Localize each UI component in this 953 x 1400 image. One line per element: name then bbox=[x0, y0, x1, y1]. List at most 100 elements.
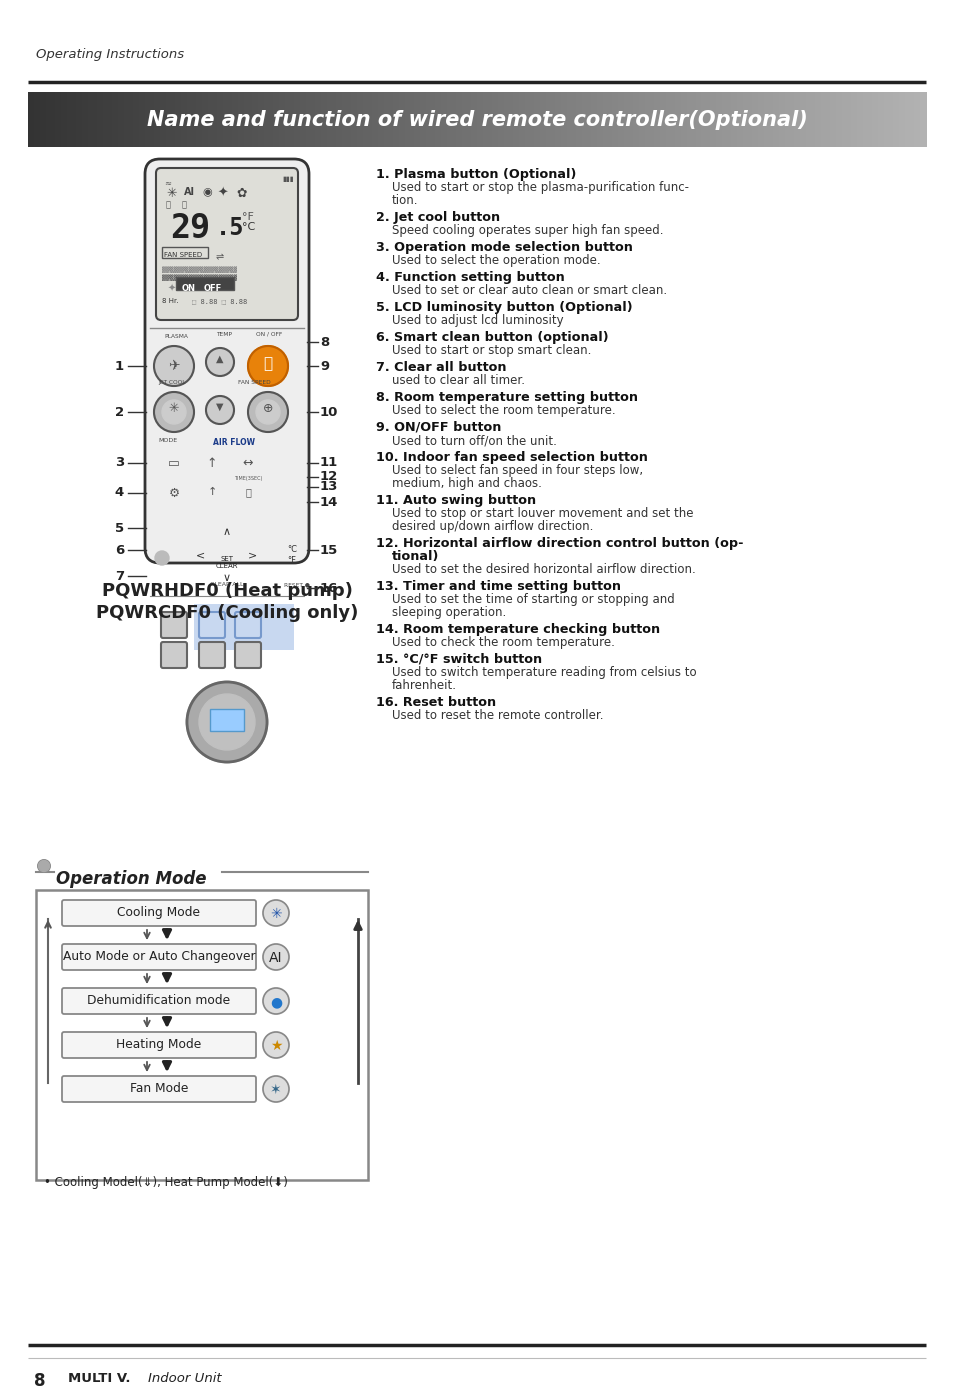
Text: 3. Operation mode selection button: 3. Operation mode selection button bbox=[375, 241, 632, 253]
Text: ON / OFF: ON / OFF bbox=[255, 332, 282, 337]
Text: 6: 6 bbox=[114, 543, 124, 556]
Bar bbox=[485, 92, 490, 147]
Bar bbox=[482, 92, 486, 147]
Text: 11. Auto swing button: 11. Auto swing button bbox=[375, 494, 536, 507]
Text: ✦: ✦ bbox=[218, 188, 229, 200]
Bar bbox=[282, 92, 286, 147]
Bar bbox=[682, 92, 687, 147]
Bar bbox=[148, 92, 152, 147]
Text: PLASMA: PLASMA bbox=[164, 335, 188, 339]
Text: Used to start or stop smart clean.: Used to start or stop smart clean. bbox=[392, 344, 591, 357]
Bar bbox=[821, 92, 824, 147]
Text: 15: 15 bbox=[319, 543, 338, 556]
Bar bbox=[724, 92, 729, 147]
Bar bbox=[36, 890, 368, 1180]
Text: 4: 4 bbox=[114, 487, 124, 500]
Text: 2. Jet cool button: 2. Jet cool button bbox=[375, 211, 499, 224]
Bar bbox=[49, 92, 52, 147]
Bar bbox=[276, 92, 280, 147]
Bar bbox=[558, 92, 561, 147]
Text: ✳: ✳ bbox=[169, 402, 179, 414]
Text: ✳: ✳ bbox=[270, 907, 281, 921]
Bar bbox=[883, 92, 887, 147]
Bar bbox=[530, 92, 535, 147]
Text: AIR FLOW: AIR FLOW bbox=[213, 438, 254, 447]
Bar bbox=[456, 92, 459, 147]
Bar bbox=[169, 92, 172, 147]
Bar bbox=[208, 92, 212, 147]
Bar bbox=[548, 92, 552, 147]
Bar bbox=[159, 92, 164, 147]
Text: ▭: ▭ bbox=[168, 456, 180, 470]
Bar bbox=[886, 92, 890, 147]
Bar bbox=[151, 92, 154, 147]
Text: Used to stop or start louver movement and set the: Used to stop or start louver movement an… bbox=[392, 507, 693, 519]
Bar bbox=[716, 92, 720, 147]
Bar bbox=[489, 92, 493, 147]
Bar bbox=[758, 92, 761, 147]
Bar bbox=[306, 92, 310, 147]
Bar bbox=[597, 92, 600, 147]
Bar bbox=[611, 92, 615, 147]
Text: CLEAR ALL: CLEAR ALL bbox=[210, 582, 244, 587]
Bar bbox=[713, 92, 717, 147]
Bar bbox=[453, 92, 456, 147]
Bar bbox=[423, 92, 427, 147]
Circle shape bbox=[248, 392, 288, 433]
Bar bbox=[458, 92, 462, 147]
Bar bbox=[419, 92, 424, 147]
Text: JET COOL: JET COOL bbox=[158, 379, 185, 385]
Bar bbox=[321, 92, 325, 147]
Text: ⊕: ⊕ bbox=[262, 402, 273, 414]
Circle shape bbox=[263, 1032, 289, 1058]
Text: 13: 13 bbox=[319, 480, 338, 494]
Bar bbox=[572, 92, 577, 147]
Text: 🏠: 🏠 bbox=[166, 200, 171, 209]
Text: 🕐: 🕐 bbox=[245, 487, 251, 497]
Text: 5. LCD luminosity button (Optional): 5. LCD luminosity button (Optional) bbox=[375, 301, 632, 314]
Bar bbox=[464, 92, 469, 147]
Bar bbox=[193, 92, 196, 147]
Bar bbox=[398, 92, 403, 147]
Text: fahrenheit.: fahrenheit. bbox=[392, 679, 456, 692]
Text: AI: AI bbox=[184, 188, 194, 197]
Bar bbox=[261, 92, 265, 147]
Bar bbox=[868, 92, 872, 147]
Bar bbox=[315, 92, 319, 147]
Bar bbox=[288, 92, 293, 147]
Bar bbox=[103, 92, 107, 147]
Text: Dehumidification mode: Dehumidification mode bbox=[88, 994, 231, 1007]
Text: Used to select fan speed in four steps low,: Used to select fan speed in four steps l… bbox=[392, 463, 642, 477]
Bar bbox=[728, 92, 732, 147]
Bar bbox=[393, 92, 396, 147]
Bar bbox=[656, 92, 659, 147]
Text: 6. Smart clean button (optional): 6. Smart clean button (optional) bbox=[375, 330, 608, 344]
Text: 7: 7 bbox=[114, 570, 124, 582]
Bar bbox=[201, 92, 206, 147]
Bar bbox=[823, 92, 827, 147]
FancyBboxPatch shape bbox=[199, 643, 225, 668]
Bar bbox=[710, 92, 714, 147]
Bar bbox=[285, 92, 289, 147]
Bar bbox=[58, 92, 62, 147]
Text: <: < bbox=[196, 550, 206, 560]
Circle shape bbox=[153, 346, 193, 386]
FancyBboxPatch shape bbox=[161, 643, 187, 668]
Bar bbox=[447, 92, 451, 147]
Circle shape bbox=[263, 900, 289, 925]
Circle shape bbox=[153, 392, 193, 433]
Bar bbox=[563, 92, 567, 147]
Bar bbox=[309, 92, 313, 147]
Bar bbox=[773, 92, 777, 147]
Bar bbox=[881, 92, 884, 147]
Bar bbox=[255, 92, 259, 147]
Bar bbox=[345, 92, 349, 147]
Bar bbox=[381, 92, 385, 147]
Text: .5: .5 bbox=[215, 216, 244, 239]
Bar bbox=[390, 92, 394, 147]
Bar bbox=[28, 92, 925, 147]
Text: desired up/down airflow direction.: desired up/down airflow direction. bbox=[392, 519, 593, 533]
FancyBboxPatch shape bbox=[234, 643, 261, 668]
Text: Speed cooling operates super high fan speed.: Speed cooling operates super high fan sp… bbox=[392, 224, 662, 237]
Text: 5: 5 bbox=[114, 522, 124, 535]
